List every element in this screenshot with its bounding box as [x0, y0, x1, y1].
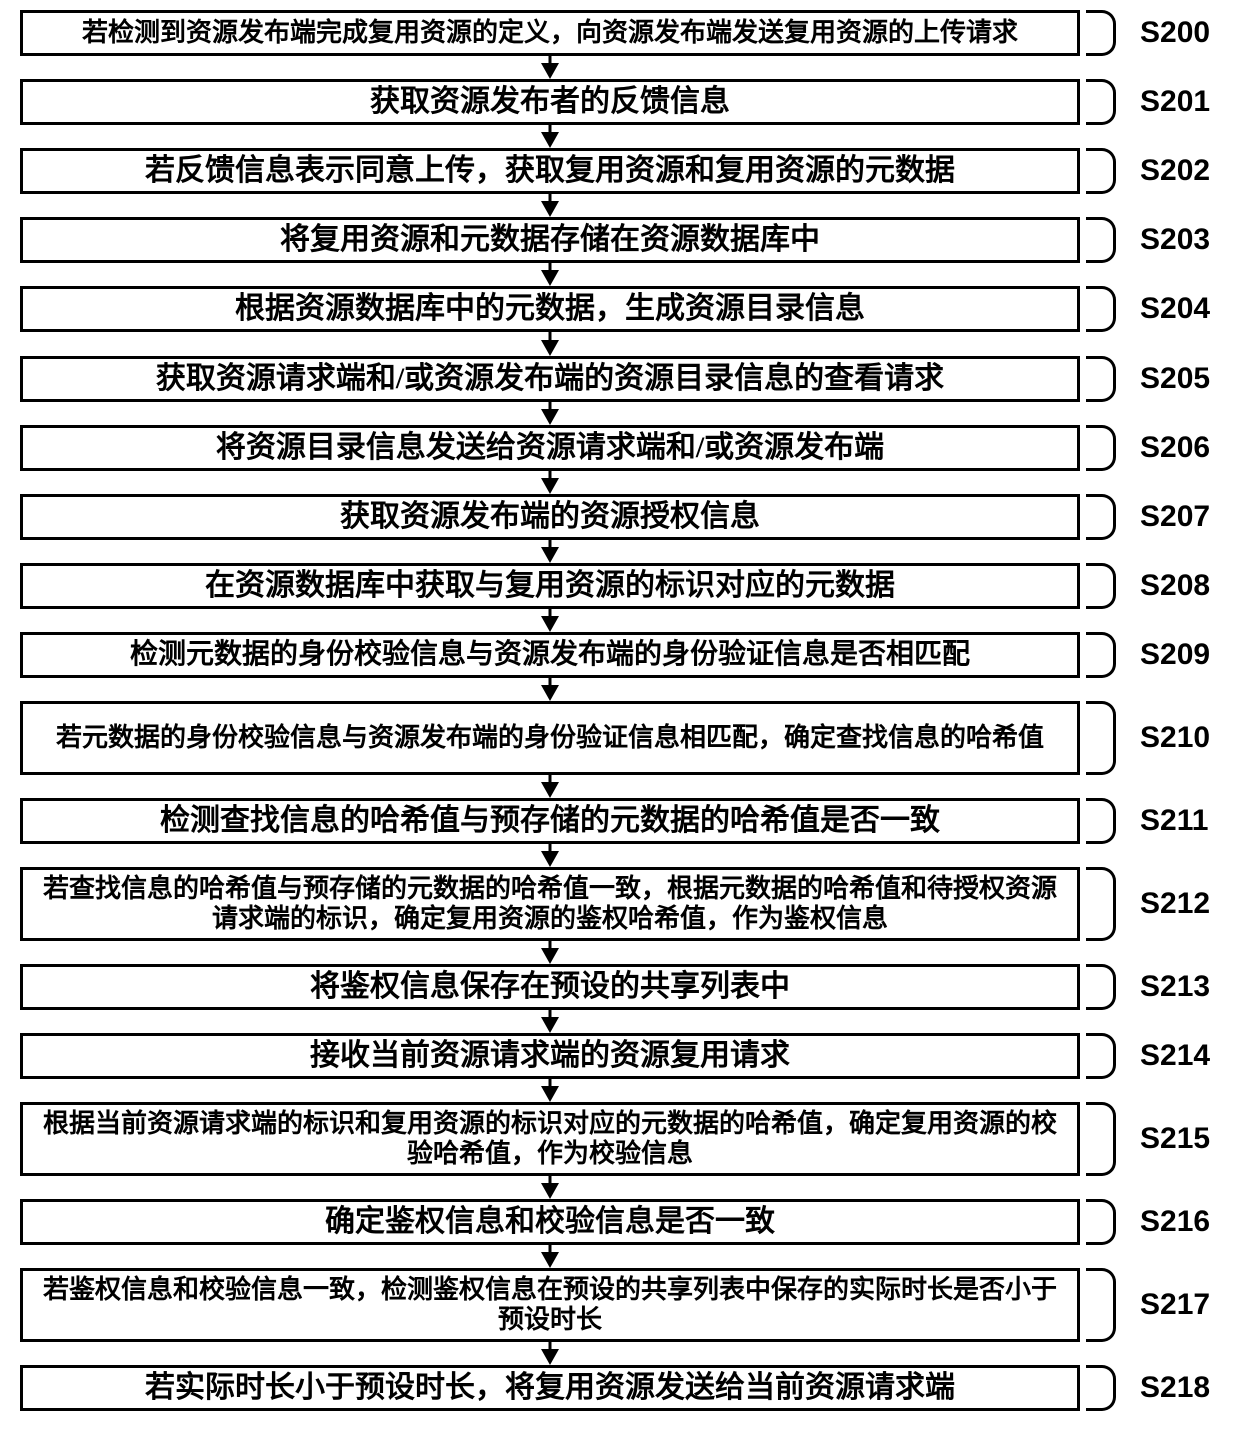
arrow-S212-S213 [530, 941, 570, 964]
brace-S206 [1086, 425, 1116, 471]
step-S203: 将复用资源和元数据存储在资源数据库中 [20, 217, 1080, 263]
step-S217: 若鉴权信息和校验信息一致，检测鉴权信息在预设的共享列表中保存的实际时长是否小于预… [20, 1268, 1080, 1342]
arrow-S208-S209 [530, 609, 570, 632]
arrow-S215-S216 [530, 1176, 570, 1199]
step-label-S217: S217 [1140, 1288, 1210, 1322]
arrow-S207-S208 [530, 540, 570, 563]
step-S215: 根据当前资源请求端的标识和复用资源的标识对应的元数据的哈希值，确定复用资源的校验… [20, 1102, 1080, 1176]
brace-S207 [1086, 494, 1116, 540]
step-label-S205: S205 [1140, 362, 1210, 396]
step-text: 若鉴权信息和校验信息一致，检测鉴权信息在预设的共享列表中保存的实际时长是否小于预… [33, 1275, 1067, 1335]
arrow-S200-S201 [530, 56, 570, 79]
step-S202: 若反馈信息表示同意上传，获取复用资源和复用资源的元数据 [20, 148, 1080, 194]
step-label-S209: S209 [1140, 638, 1210, 672]
brace-S215 [1086, 1102, 1116, 1176]
step-text: 若实际时长小于预设时长，将复用资源发送给当前资源请求端 [145, 1371, 955, 1406]
step-label-S210: S210 [1140, 721, 1210, 755]
brace-S218 [1086, 1365, 1116, 1411]
step-S200: 若检测到资源发布端完成复用资源的定义，向资源发布端发送复用资源的上传请求 [20, 10, 1080, 56]
step-text: 确定鉴权信息和校验信息是否一致 [325, 1205, 775, 1240]
step-text: 将鉴权信息保存在预设的共享列表中 [310, 970, 790, 1005]
step-label-S218: S218 [1140, 1371, 1210, 1405]
step-label-S206: S206 [1140, 431, 1210, 465]
step-label-S203: S203 [1140, 223, 1210, 257]
step-label-S211: S211 [1140, 804, 1208, 838]
arrow-S204-S205 [530, 332, 570, 356]
step-S216: 确定鉴权信息和校验信息是否一致 [20, 1199, 1080, 1245]
step-text: 接收当前资源请求端的资源复用请求 [310, 1039, 790, 1074]
step-text: 若反馈信息表示同意上传，获取复用资源和复用资源的元数据 [145, 154, 955, 189]
flowchart-page: 若检测到资源发布端完成复用资源的定义，向资源发布端发送复用资源的上传请求 S200… [0, 0, 1240, 1445]
step-S206: 将资源目录信息发送给资源请求端和/或资源发布端 [20, 425, 1080, 471]
arrow-S217-S218 [530, 1342, 570, 1365]
brace-S201 [1086, 79, 1116, 125]
brace-S210 [1086, 701, 1116, 775]
step-S204: 根据资源数据库中的元数据，生成资源目录信息 [20, 286, 1080, 332]
step-S211: 检测查找信息的哈希值与预存储的元数据的哈希值是否一致 [20, 798, 1080, 844]
arrow-S214-S215 [530, 1079, 570, 1102]
step-S205: 获取资源请求端和/或资源发布端的资源目录信息的查看请求 [20, 356, 1080, 402]
arrow-S209-S210 [530, 678, 570, 701]
step-label-S213: S213 [1140, 970, 1210, 1004]
step-text: 将复用资源和元数据存储在资源数据库中 [280, 223, 820, 258]
step-label-S204: S204 [1140, 292, 1210, 326]
brace-S217 [1086, 1268, 1116, 1342]
step-S208: 在资源数据库中获取与复用资源的标识对应的元数据 [20, 563, 1080, 609]
step-S210: 若元数据的身份校验信息与资源发布端的身份验证信息相匹配，确定查找信息的哈希值 [20, 701, 1080, 775]
step-label-S200: S200 [1140, 16, 1210, 50]
brace-S216 [1086, 1199, 1116, 1245]
brace-S211 [1086, 798, 1116, 844]
step-text: 在资源数据库中获取与复用资源的标识对应的元数据 [205, 569, 895, 604]
step-label-S202: S202 [1140, 154, 1210, 188]
step-S213: 将鉴权信息保存在预设的共享列表中 [20, 964, 1080, 1010]
brace-S200 [1086, 10, 1116, 56]
step-text: 获取资源发布端的资源授权信息 [340, 500, 760, 535]
brace-S202 [1086, 148, 1116, 194]
arrow-S213-S214 [530, 1010, 570, 1033]
step-text: 检测查找信息的哈希值与预存储的元数据的哈希值是否一致 [160, 804, 940, 839]
brace-S204 [1086, 286, 1116, 332]
step-S212: 若查找信息的哈希值与预存储的元数据的哈希值一致，根据元数据的哈希值和待授权资源请… [20, 867, 1080, 941]
step-S214: 接收当前资源请求端的资源复用请求 [20, 1033, 1080, 1079]
step-text: 获取资源发布者的反馈信息 [370, 85, 730, 120]
arrow-S210-S211 [530, 775, 570, 798]
arrow-S203-S204 [530, 263, 570, 286]
step-text: 根据当前资源请求端的标识和复用资源的标识对应的元数据的哈希值，确定复用资源的校验… [33, 1109, 1067, 1169]
step-S209: 检测元数据的身份校验信息与资源发布端的身份验证信息是否相匹配 [20, 632, 1080, 678]
step-text: 将资源目录信息发送给资源请求端和/或资源发布端 [216, 431, 884, 466]
step-label-S201: S201 [1140, 85, 1210, 119]
arrow-S202-S203 [530, 194, 570, 217]
brace-S203 [1086, 217, 1116, 263]
step-S201: 获取资源发布者的反馈信息 [20, 79, 1080, 125]
arrow-S211-S212 [530, 844, 570, 867]
step-text: 若元数据的身份校验信息与资源发布端的身份验证信息相匹配，确定查找信息的哈希值 [56, 723, 1044, 753]
arrow-S216-S217 [530, 1245, 570, 1268]
step-text: 根据资源数据库中的元数据，生成资源目录信息 [235, 292, 865, 327]
step-label-S212: S212 [1140, 887, 1210, 921]
step-label-S207: S207 [1140, 500, 1210, 534]
arrow-S205-S206 [530, 402, 570, 425]
step-text: 若检测到资源发布端完成复用资源的定义，向资源发布端发送复用资源的上传请求 [82, 18, 1018, 48]
arrow-S206-S207 [530, 471, 570, 494]
brace-S205 [1086, 356, 1116, 402]
step-text: 获取资源请求端和/或资源发布端的资源目录信息的查看请求 [156, 362, 944, 397]
brace-S212 [1086, 867, 1116, 941]
brace-S208 [1086, 563, 1116, 609]
brace-S214 [1086, 1033, 1116, 1079]
step-S218: 若实际时长小于预设时长，将复用资源发送给当前资源请求端 [20, 1365, 1080, 1411]
brace-S209 [1086, 632, 1116, 678]
step-label-S214: S214 [1140, 1039, 1210, 1073]
step-text: 若查找信息的哈希值与预存储的元数据的哈希值一致，根据元数据的哈希值和待授权资源请… [33, 874, 1067, 934]
step-label-S215: S215 [1140, 1122, 1210, 1156]
step-label-S208: S208 [1140, 569, 1210, 603]
step-label-S216: S216 [1140, 1205, 1210, 1239]
step-S207: 获取资源发布端的资源授权信息 [20, 494, 1080, 540]
step-text: 检测元数据的身份校验信息与资源发布端的身份验证信息是否相匹配 [130, 639, 970, 671]
arrow-S201-S202 [530, 125, 570, 148]
brace-S213 [1086, 964, 1116, 1010]
